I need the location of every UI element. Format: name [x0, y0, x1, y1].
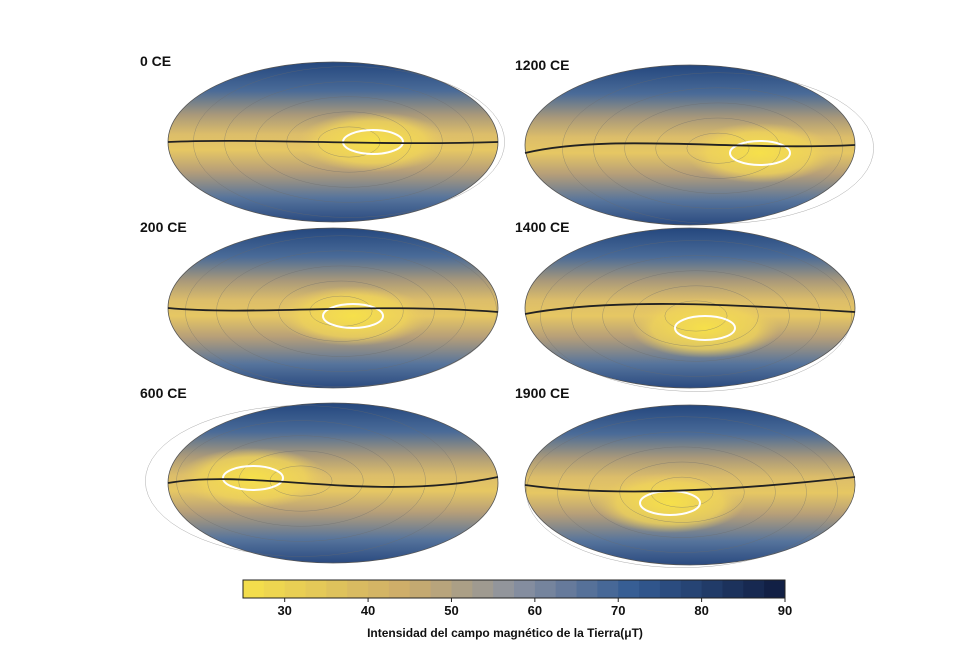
high-intensity-zone: [595, 473, 745, 533]
contour: [588, 446, 776, 538]
map-panels: 0 CE 1200 CE 200 CE 1400 CE 600 CE 1900 CE: [140, 53, 874, 568]
contour: [633, 285, 759, 347]
tick-label: 90: [778, 603, 792, 618]
tick-label: 60: [528, 603, 542, 618]
white-contour: [222, 465, 284, 491]
tick-label: 80: [694, 603, 708, 618]
colorbar-step: [243, 580, 265, 598]
panel-label: 1900 CE: [515, 385, 569, 401]
panel-label: 1400 CE: [515, 219, 569, 235]
contour: [655, 117, 781, 179]
high-intensity-zone: [178, 448, 328, 508]
map-panel: 0 CE: [140, 53, 505, 223]
colorbar-step: [263, 580, 286, 598]
colorbar-step: [472, 580, 494, 598]
panel-label: 1200 CE: [515, 57, 569, 73]
colorbar-step: [639, 580, 661, 598]
panel-label: 0 CE: [140, 53, 171, 69]
colorbar-step: [368, 580, 390, 598]
colorbar-step: [514, 580, 536, 598]
contour: [664, 300, 728, 332]
contour: [624, 102, 812, 194]
white-contour: [674, 315, 736, 341]
magnetic-equator: [167, 139, 499, 145]
colorbar-step: [597, 580, 619, 598]
colorbar-step: [576, 580, 598, 598]
magnetic-equator: [167, 476, 499, 488]
colorbar-label: Intensidad del campo magnético de la Tie…: [367, 626, 643, 640]
map-panel: 1900 CE: [515, 385, 856, 568]
colorbar-step: [284, 580, 307, 598]
high-intensity-zone: [685, 123, 835, 183]
contour: [278, 280, 404, 342]
map-panel: 1400 CE: [515, 219, 856, 392]
colorbar: 30 40 50 60 70 80 90 Intensidad del campo magné…: [242, 579, 792, 640]
colorbar-step: [764, 580, 786, 598]
colorbar-step: [430, 580, 452, 598]
colorbar-step: [493, 580, 515, 598]
tick-label: 50: [444, 603, 458, 618]
magnetic-equator: [167, 307, 499, 313]
colorbar-step: [659, 580, 682, 598]
contour: [557, 431, 807, 553]
white-contour: [729, 140, 791, 166]
map-panel: 1200 CE: [515, 57, 874, 226]
colorbar-step: [743, 580, 765, 598]
magnetic-equator: [524, 142, 856, 154]
tick-label: 70: [611, 603, 625, 618]
colorbar-step: [534, 580, 557, 598]
colorbar-step: [722, 580, 744, 598]
high-intensity-zone: [278, 286, 428, 346]
tick-label: 30: [277, 603, 291, 618]
contour: [571, 255, 821, 377]
map-panel: 600 CE: [140, 385, 499, 564]
colorbar-frame: [242, 579, 786, 599]
colorbar-step: [555, 580, 578, 598]
contour: [593, 87, 843, 209]
colorbar-step: [347, 580, 369, 598]
colorbar-step: [451, 580, 473, 598]
contour: [207, 435, 395, 527]
contour: [145, 405, 457, 557]
panel-label: 600 CE: [140, 385, 187, 401]
map-panel: 200 CE: [140, 219, 499, 389]
colorbar-step: [618, 580, 640, 598]
colorbar-step: [409, 580, 432, 598]
magnetic-equator: [524, 476, 856, 493]
tick-label: 40: [361, 603, 375, 618]
contour: [526, 416, 838, 568]
contour: [686, 132, 750, 164]
white-contour: [322, 303, 384, 329]
colorbar-step: [326, 580, 348, 598]
colorbar-step: [680, 580, 703, 598]
contour: [602, 270, 790, 362]
colorbar-step: [388, 580, 411, 598]
colorbar-step: [701, 580, 723, 598]
contour: [238, 450, 364, 512]
panel-label: 200 CE: [140, 219, 187, 235]
magnetic-equator: [524, 303, 856, 315]
colorbar-step: [305, 580, 327, 598]
contour: [540, 240, 852, 392]
contour: [562, 72, 874, 224]
